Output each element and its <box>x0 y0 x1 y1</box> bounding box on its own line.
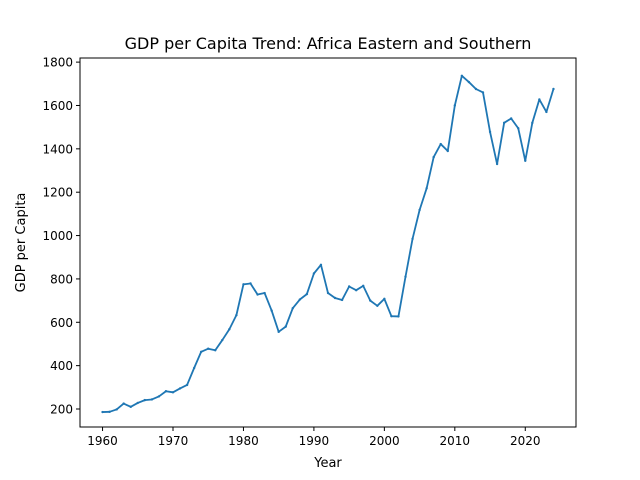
data-point <box>376 304 379 308</box>
data-point <box>143 398 147 402</box>
y-tick-label: 1400 <box>42 142 73 156</box>
data-point <box>362 284 365 288</box>
data-point <box>108 410 111 414</box>
data-point <box>228 328 231 331</box>
data-point <box>425 187 428 190</box>
data-point <box>171 391 175 394</box>
x-tick-label: 2000 <box>369 434 400 448</box>
data-point <box>178 387 182 390</box>
x-tick-label: 1970 <box>158 434 189 448</box>
data-point <box>164 390 168 393</box>
data-point <box>481 91 485 94</box>
data-point <box>467 80 471 84</box>
x-tick-label: 1990 <box>299 434 330 448</box>
data-point <box>249 282 252 285</box>
x-tick-label: 2020 <box>510 434 541 448</box>
data-point <box>270 309 273 312</box>
data-point <box>418 208 421 212</box>
data-point <box>305 292 309 296</box>
data-point <box>185 383 189 387</box>
data-point <box>432 155 435 159</box>
data-point <box>312 272 316 275</box>
data-point <box>369 299 372 302</box>
data-point <box>354 288 358 292</box>
x-tick-label: 1980 <box>228 434 259 448</box>
data-point <box>298 298 302 301</box>
data-point <box>538 98 541 101</box>
data-point <box>122 402 125 405</box>
data-point <box>242 283 245 286</box>
data-point <box>411 237 414 241</box>
data-point <box>517 127 520 130</box>
data-point <box>333 296 337 300</box>
y-tick-label: 1200 <box>42 186 73 200</box>
data-point <box>277 330 280 334</box>
data-point <box>446 149 449 153</box>
y-tick-label: 1000 <box>42 229 73 243</box>
data-point <box>115 408 118 411</box>
data-point <box>235 313 238 317</box>
x-tick-label: 2010 <box>440 434 471 448</box>
data-points <box>101 74 555 414</box>
x-tick-label: 1960 <box>87 434 118 448</box>
data-point <box>207 347 210 350</box>
data-point <box>397 315 400 318</box>
x-axis-label: Year <box>313 456 342 471</box>
data-point <box>199 350 203 353</box>
data-point <box>319 263 323 267</box>
data-point <box>531 121 534 125</box>
data-point <box>136 401 139 405</box>
data-point <box>439 142 442 146</box>
data-point <box>263 291 266 295</box>
data-point <box>192 366 196 370</box>
data-point <box>221 338 224 342</box>
data-point <box>101 410 104 414</box>
data-point <box>157 395 161 398</box>
plot-area-frame <box>79 57 577 428</box>
data-point <box>524 159 527 162</box>
y-axis-label: GDP per Capita <box>14 193 29 293</box>
data-point <box>545 110 548 114</box>
y-tick-label: 400 <box>50 359 73 373</box>
gdp-per-capita-line <box>101 74 555 413</box>
data-point <box>150 398 154 401</box>
y-tick-label: 1800 <box>42 56 73 70</box>
data-point <box>509 117 513 120</box>
y-tick-label: 600 <box>50 316 73 330</box>
data-point <box>552 87 555 91</box>
data-point <box>488 130 492 134</box>
data-point <box>214 349 217 352</box>
data-point <box>383 297 386 301</box>
data-point <box>284 325 287 328</box>
data-point <box>495 162 499 166</box>
data-point <box>502 121 506 125</box>
y-tick-label: 1600 <box>42 99 73 113</box>
data-point <box>404 275 407 278</box>
data-point <box>129 405 132 409</box>
data-point <box>326 291 330 295</box>
axis-ticks: 1960 1970 1980 1990 2000 2010 2020 200 400 600 800… <box>42 56 540 448</box>
data-point <box>453 104 457 107</box>
data-point <box>256 293 259 296</box>
data-point <box>390 315 393 318</box>
y-tick-label: 800 <box>50 272 73 286</box>
chart-title: GDP per Capita Trend: Africa Eastern and… <box>125 34 532 53</box>
data-point <box>474 87 478 91</box>
data-point <box>347 285 351 288</box>
data-point <box>291 306 294 310</box>
data-point <box>460 74 464 77</box>
y-tick-label: 200 <box>50 403 73 417</box>
data-point <box>340 298 344 302</box>
